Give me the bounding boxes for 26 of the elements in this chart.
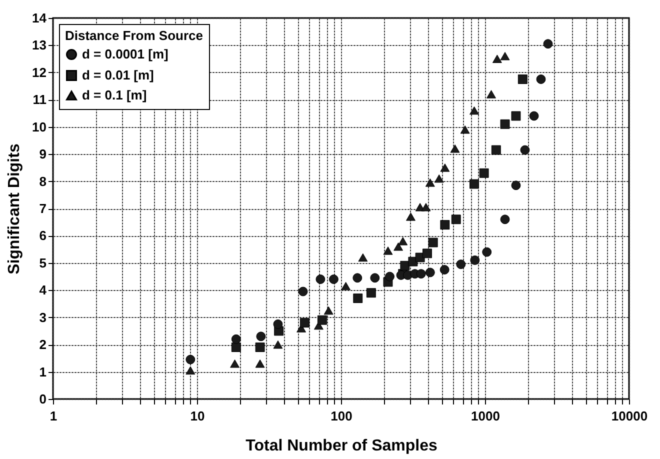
y-tick-label: 14 xyxy=(32,10,48,26)
y-axis-title: Significant Digits xyxy=(6,144,24,274)
y-tick-label: 7 xyxy=(39,201,46,216)
y-tick-label: 13 xyxy=(32,38,46,53)
y-tick-label: 4 xyxy=(39,282,48,298)
x-tick-label: 10 xyxy=(190,408,205,424)
y-tick-label: 2 xyxy=(39,337,46,352)
legend-label: d = 0.0001 [m] xyxy=(82,46,168,62)
y-tick-label: 0 xyxy=(39,392,46,406)
x-tick-label: 10000 xyxy=(611,408,648,424)
x-tick-label: 1000 xyxy=(471,408,500,424)
y-tick-label: 5 xyxy=(39,255,46,270)
y-tick-label: 1 xyxy=(39,364,46,380)
y-tick-label: 9 xyxy=(39,146,46,162)
legend-label: d = 0.1 [m] xyxy=(82,88,147,102)
y-tick-label: 10 xyxy=(32,119,46,134)
x-axis-title: Total Number of Samples xyxy=(246,438,438,454)
legend-label: d = 0.01 [m] xyxy=(82,68,154,82)
y-tick-label: 12 xyxy=(32,64,46,80)
y-tick-label: 6 xyxy=(39,228,46,244)
y-tick-label: 3 xyxy=(39,310,46,325)
legend-title: Distance From Source xyxy=(65,28,203,43)
x-tick-label: 100 xyxy=(330,408,352,424)
y-tick-label: 8 xyxy=(39,174,46,189)
y-tick-label: 11 xyxy=(32,92,46,108)
x-tick-label: 1 xyxy=(50,408,58,424)
